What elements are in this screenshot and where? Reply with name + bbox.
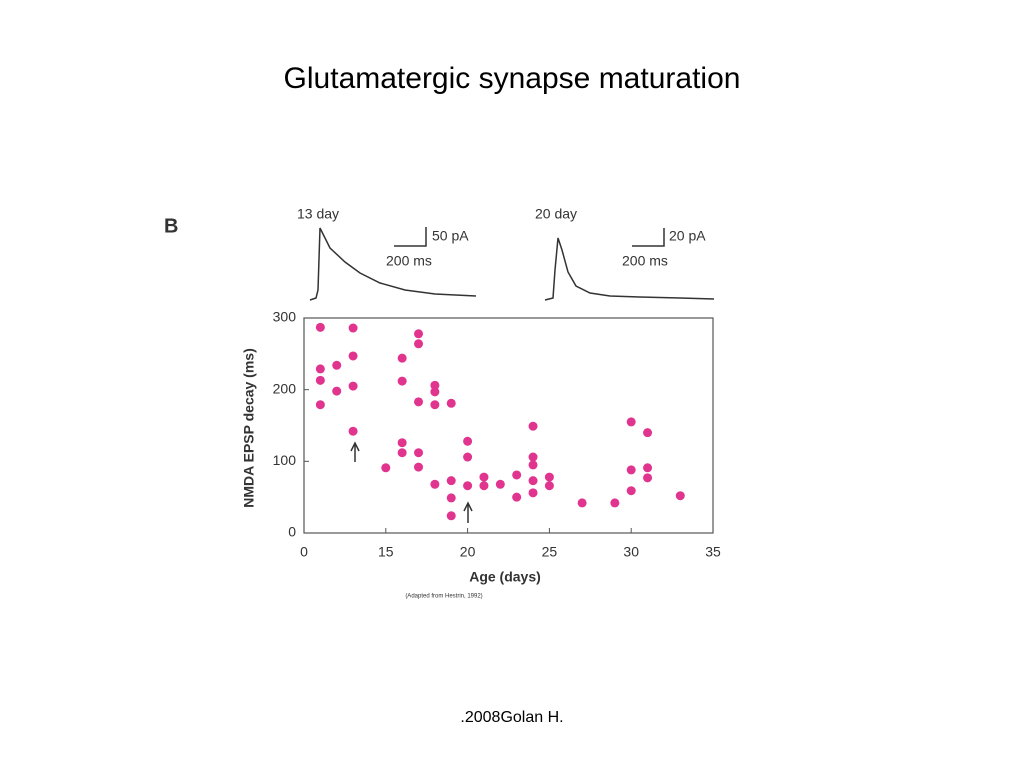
point xyxy=(528,421,538,431)
point xyxy=(512,492,522,502)
point xyxy=(430,400,440,410)
point xyxy=(430,380,440,390)
scale-bar xyxy=(394,227,427,247)
point xyxy=(463,481,473,491)
inset-label: 200 ms xyxy=(622,253,668,269)
footer: .2008Golan H. xyxy=(460,709,563,726)
point xyxy=(479,472,489,482)
point xyxy=(528,452,538,462)
credit: (Adapted from Hestrin, 1992) xyxy=(405,594,482,600)
point xyxy=(430,387,440,397)
y-axis-label: NMDA EPSP decay (ms) xyxy=(241,348,257,508)
point xyxy=(430,479,440,489)
point xyxy=(643,473,653,483)
x-tick-label: 20 xyxy=(460,544,476,560)
x-tick-label: 35 xyxy=(705,544,721,560)
point xyxy=(332,386,342,396)
x-tick-label: 15 xyxy=(378,544,394,560)
point xyxy=(414,339,424,349)
trace-20-day xyxy=(544,237,715,301)
point xyxy=(479,481,489,491)
point xyxy=(446,476,456,486)
point xyxy=(610,498,620,508)
point xyxy=(315,364,325,374)
panel-label: B xyxy=(164,215,178,237)
inset-label: 200 ms xyxy=(386,253,432,269)
point xyxy=(414,397,424,407)
point xyxy=(528,476,538,486)
point xyxy=(414,329,424,339)
point xyxy=(348,426,358,436)
point xyxy=(463,452,473,462)
point xyxy=(446,398,456,408)
point xyxy=(544,472,554,482)
point xyxy=(397,448,407,458)
point xyxy=(397,438,407,448)
arrow xyxy=(463,501,473,523)
x-tick-label: 0 xyxy=(300,544,308,560)
inset-label: 13 day xyxy=(297,206,339,222)
point xyxy=(463,436,473,446)
point xyxy=(528,460,538,470)
point xyxy=(348,351,358,361)
point xyxy=(495,479,505,489)
x-tick-label: 30 xyxy=(623,544,639,560)
y-tick-label: 200 xyxy=(273,380,297,396)
x-axis-label: Age (days) xyxy=(469,569,541,585)
point xyxy=(577,498,587,508)
point xyxy=(446,511,456,521)
inset-label: 20 pA xyxy=(669,228,706,244)
trace-13-day xyxy=(309,227,477,301)
point xyxy=(414,462,424,472)
point xyxy=(348,323,358,333)
point xyxy=(446,493,456,503)
point xyxy=(643,463,653,473)
point xyxy=(397,353,407,363)
point xyxy=(381,463,391,473)
y-tick-label: 100 xyxy=(273,452,297,468)
arrow xyxy=(350,441,360,462)
inset-label: 50 pA xyxy=(432,228,469,244)
scale-bar xyxy=(632,228,665,247)
point xyxy=(626,486,636,496)
point xyxy=(315,375,325,385)
point xyxy=(626,417,636,427)
point xyxy=(315,400,325,410)
point xyxy=(332,360,342,370)
point xyxy=(414,448,424,458)
point xyxy=(528,488,538,498)
x-tick-label: 25 xyxy=(542,544,558,560)
inset-label: 20 day xyxy=(535,206,577,222)
y-tick-label: 300 xyxy=(273,309,297,325)
point xyxy=(643,428,653,438)
point xyxy=(397,376,407,386)
point xyxy=(544,481,554,491)
point xyxy=(512,470,522,480)
point xyxy=(348,381,358,391)
slide-title: Glutamatergic synapse maturation xyxy=(284,62,741,95)
point xyxy=(626,465,636,475)
y-tick-label: 0 xyxy=(288,524,296,540)
point xyxy=(315,322,325,332)
plot-frame xyxy=(303,317,714,534)
point xyxy=(675,491,685,501)
